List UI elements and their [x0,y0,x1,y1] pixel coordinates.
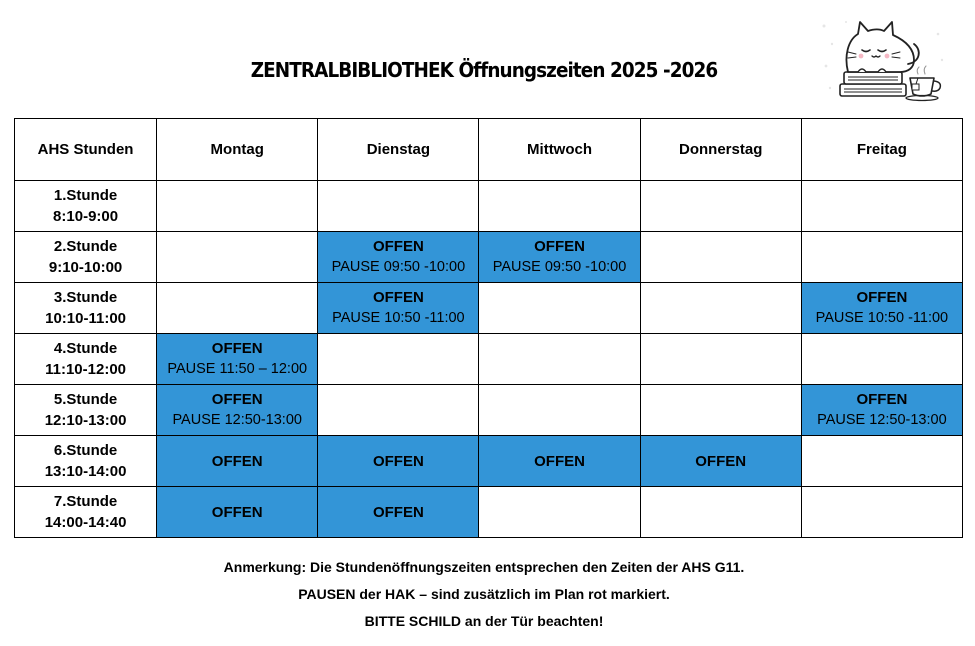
table-row: 2.Stunde 9:10-10:00 OFFEN PAUSE 09:50 -10:0… [13,231,964,283]
hour-cell: 3.Stunde 10:10-11:00 [13,282,158,334]
header-montag: Montag [156,118,319,181]
schedule-cell-mittwoch: OFFEN PAUSE 09:50 -10:00 [478,231,641,283]
status-label: OFFEN [856,391,908,408]
schedule-cell-dienstag [317,333,480,385]
schedule-cell-freitag: OFFEN PAUSE 10:50 -11:00 [800,282,964,334]
table-row: 7.Stunde 14:00-14:40 OFFEN OFFEN [13,486,964,538]
hour-label: 5.Stunde [53,391,118,408]
schedule-cell-dienstag [317,384,480,436]
note-line: BITTE SCHILD an der Tür beachten! [364,613,604,629]
schedule-cell-donnerstag [639,333,802,385]
hour-label: 6.Stunde [53,442,118,459]
schedule-cell-donnerstag [639,180,802,232]
hour-label: 3.Stunde [53,289,118,306]
table-row: 1.Stunde 8:10-9:00 [13,180,964,232]
hour-time: 12:10-13:00 [44,412,127,429]
hour-label: 7.Stunde [53,493,118,510]
opening-hours-table: AHS Stunden Montag Dienstag Mittwoch Don… [13,118,964,538]
hour-label: 2.Stunde [53,238,118,255]
schedule-cell-montag [156,180,319,232]
page-title: ZENTRALBIBLIOTHEK Öffnungszeiten 2025 -2… [250,58,718,82]
hour-cell: 2.Stunde 9:10-10:00 [13,231,158,283]
hour-cell: 7.Stunde 14:00-14:40 [13,486,158,538]
header-donnerstag: Donnerstag [639,118,802,181]
schedule-cell-montag [156,282,319,334]
schedule-cell-mittwoch [478,282,641,334]
note-line: Anmerkung: Die Stundenöffnungszeiten ent… [223,559,745,575]
pause-label: PAUSE 10:50 -11:00 [815,310,949,326]
table-header-row: AHS Stunden Montag Dienstag Mittwoch Don… [13,118,964,181]
pause-label: PAUSE 10:50 -11:00 [332,310,465,326]
status-label: OFFEN [695,452,747,470]
header-mittwoch: Mittwoch [478,118,641,181]
schedule-cell-freitag [800,231,964,283]
hour-cell: 4.Stunde 11:10-12:00 [13,333,158,385]
hour-time: 14:00-14:40 [44,514,127,531]
schedule-cell-freitag [800,333,964,385]
schedule-cell-montag: OFFEN PAUSE 12:50-13:00 [156,384,319,436]
status-label: OFFEN [372,238,424,255]
status-label: OFFEN [211,452,263,470]
hour-time: 8:10-9:00 [53,208,119,225]
table-row: 4.Stunde 11:10-12:00 OFFEN PAUSE 11:50 – 12… [13,333,964,385]
schedule-cell-mittwoch: OFFEN [478,435,641,487]
schedule-cell-freitag [800,435,964,487]
table-row: 5.Stunde 12:10-13:00 OFFEN PAUSE 12:50-13:0… [13,384,964,436]
pause-label: PAUSE 11:50 – 12:00 [167,361,308,377]
pause-label: PAUSE 12:50-13:00 [172,412,302,428]
schedule-cell-montag: OFFEN [156,435,319,487]
schedule-cell-donnerstag [639,486,802,538]
status-label: OFFEN [211,503,263,521]
status-label: OFFEN [534,452,585,470]
header-freitag: Freitag [800,118,964,181]
status-label: OFFEN [856,289,908,306]
schedule-cell-dienstag: OFFEN [317,486,480,538]
schedule-cell-dienstag: OFFEN [317,435,480,487]
hour-cell: 1.Stunde 8:10-9:00 [13,180,158,232]
schedule-cell-mittwoch [478,486,641,538]
schedule-cell-donnerstag [639,282,802,334]
note-line: PAUSEN der HAK – sind zusätzlich im Plan… [298,586,670,602]
schedule-cell-montag: OFFEN [156,486,319,538]
table-row: 6.Stunde 13:10-14:00 OFFEN OFFEN OFFEN OFFEN [13,435,964,487]
header-ahs-stunden: AHS Stunden [13,118,158,181]
schedule-cell-montag [156,231,319,283]
schedule-cell-mittwoch [478,333,641,385]
hour-label: 4.Stunde [53,340,118,357]
schedule-cell-dienstag: OFFEN PAUSE 10:50 -11:00 [317,282,480,334]
sleeping-cat-on-books-with-tea-icon [822,21,944,102]
schedule-cell-freitag: OFFEN PAUSE 12:50-13:00 [800,384,964,436]
hour-time: 13:10-14:00 [44,463,127,480]
status-label: OFFEN [534,238,585,255]
hour-cell: 6.Stunde 13:10-14:00 [13,435,158,487]
schedule-cell-montag: OFFEN PAUSE 11:50 – 12:00 [156,333,319,385]
status-label: OFFEN [372,289,424,306]
status-label: OFFEN [211,340,263,357]
pause-label: PAUSE 09:50 -10:00 [331,259,466,275]
pause-label: PAUSE 12:50-13:00 [817,412,947,428]
pause-label: PAUSE 09:50 -10:00 [492,259,627,275]
status-label: OFFEN [372,503,424,521]
hour-time: 10:10-11:00 [45,310,127,327]
table-row: 3.Stunde 10:10-11:00 OFFEN PAUSE 10:50 -11:… [13,282,964,334]
status-label: OFFEN [372,452,424,470]
schedule-cell-dienstag: OFFEN PAUSE 09:50 -10:00 [317,231,480,283]
header-dienstag: Dienstag [317,118,480,181]
status-label: OFFEN [211,391,263,408]
notes: Anmerkung: Die Stundenöffnungszeiten ent… [0,554,968,635]
hour-cell: 5.Stunde 12:10-13:00 [13,384,158,436]
hour-time: 9:10-10:00 [48,259,123,276]
schedule-cell-freitag [800,486,964,538]
hour-label: 1.Stunde [53,187,118,204]
schedule-cell-donnerstag [639,231,802,283]
schedule-cell-donnerstag: OFFEN [639,435,802,487]
schedule-cell-mittwoch [478,180,641,232]
hour-time: 11:10-12:00 [45,361,127,378]
schedule-cell-dienstag [317,180,480,232]
schedule-cell-mittwoch [478,384,641,436]
schedule-cell-freitag [800,180,964,232]
schedule-cell-donnerstag [639,384,802,436]
